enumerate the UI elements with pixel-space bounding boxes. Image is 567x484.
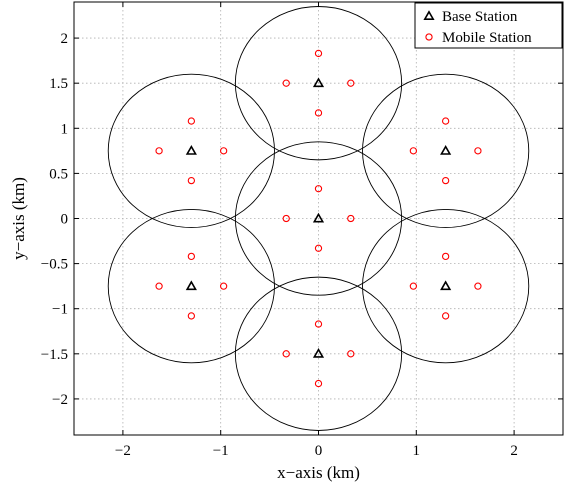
x-axis-label: x−axis (km) — [277, 463, 360, 482]
mobile-station-marker — [347, 214, 355, 223]
mobile-station-marker — [409, 147, 418, 155]
mobile-station-marker — [282, 214, 290, 223]
base-station-marker — [312, 77, 325, 88]
legend-mobile-station-marker — [425, 33, 433, 41]
axis-ticks: −2 −1 0 1 2 2 1.5 1 0.5 0 −0.5 −1 −1.5 −2 — [41, 2, 563, 459]
mobile-station-marker — [314, 49, 323, 58]
mobile-station-marker — [187, 176, 196, 185]
mobile-station-marker — [219, 282, 228, 290]
legend-base-station-marker — [423, 10, 435, 20]
cell-circle — [362, 209, 530, 364]
x-tick-label: −2 — [115, 443, 131, 459]
data-markers — [155, 49, 482, 388]
base-station-marker — [312, 348, 325, 358]
base-station-marker — [440, 280, 452, 291]
cell-circle — [362, 73, 530, 228]
legend-box — [414, 2, 563, 49]
x-tick-label: −1 — [213, 443, 229, 459]
base-station-marker — [185, 145, 197, 155]
mobile-station-marker — [409, 282, 418, 290]
mobile-station-marker — [314, 185, 323, 193]
y-tick-label: 1.5 — [49, 76, 68, 92]
legend: Base Station Mobile Station — [414, 2, 563, 49]
x-tick-label: 0 — [315, 443, 323, 459]
mobile-station-marker — [155, 282, 163, 290]
y-tick-label: 2 — [61, 31, 69, 47]
y-tick-label: 1 — [61, 121, 69, 137]
mobile-station-marker — [282, 79, 290, 87]
cell-coverage-circles — [107, 6, 530, 431]
mobile-station-marker — [314, 320, 323, 328]
base-station-marker — [312, 212, 325, 223]
x-tick-label: 1 — [413, 443, 421, 459]
mobile-station-marker — [314, 244, 323, 252]
mobile-station-marker — [187, 117, 196, 125]
cell-circle — [107, 209, 275, 364]
y-tick-label: 0.5 — [49, 166, 68, 182]
legend-entry-label: Base Station — [442, 9, 518, 25]
cell-circle — [107, 73, 275, 228]
mobile-station-marker — [155, 147, 163, 155]
mobile-station-marker — [187, 312, 196, 320]
mobile-station-marker — [474, 147, 482, 155]
mobile-station-marker — [347, 350, 355, 358]
mobile-station-marker — [314, 379, 323, 388]
y-tick-label: −1.5 — [41, 347, 68, 363]
mobile-station-marker — [441, 252, 450, 261]
y-axis-label: y−axis (km) — [9, 177, 28, 260]
mobile-station-marker — [347, 79, 355, 87]
y-tick-label: −1 — [52, 302, 68, 318]
mobile-station-marker — [474, 282, 482, 290]
mobile-station-marker — [314, 109, 323, 117]
mobile-station-marker — [441, 312, 450, 320]
mobile-station-marker — [441, 176, 450, 185]
y-tick-label: 0 — [61, 212, 69, 228]
legend-entry-label: Mobile Station — [442, 30, 532, 46]
mobile-station-marker — [219, 147, 228, 155]
x-tick-label: 2 — [510, 443, 518, 459]
grid-lines — [74, 2, 563, 435]
base-station-marker — [185, 280, 197, 291]
cell-circle — [234, 141, 403, 296]
mobile-station-marker — [187, 252, 196, 261]
mobile-station-marker — [282, 350, 290, 358]
base-station-marker — [440, 145, 452, 155]
y-tick-label: −0.5 — [41, 257, 68, 273]
y-tick-label: −2 — [52, 392, 68, 408]
mobile-station-marker — [441, 117, 450, 125]
